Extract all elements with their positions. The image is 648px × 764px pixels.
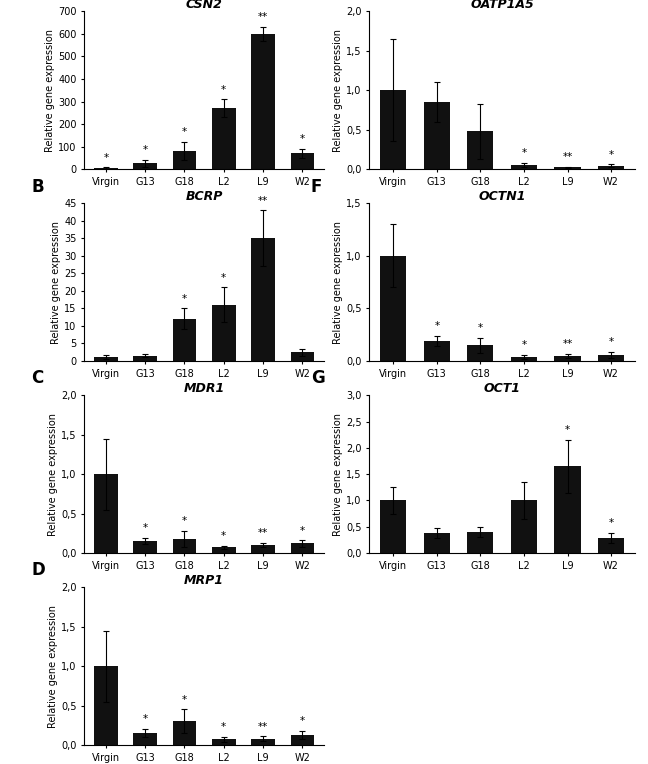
Bar [290, 154, 314, 169]
Bar [598, 538, 624, 553]
Text: *: * [103, 153, 108, 163]
Text: **: ** [258, 721, 268, 731]
Bar [212, 108, 236, 169]
Bar [290, 352, 314, 361]
Bar [251, 34, 275, 169]
Bar [133, 163, 157, 169]
Text: *: * [300, 526, 305, 536]
Text: **: ** [258, 12, 268, 22]
Text: F: F [311, 177, 322, 196]
Bar [380, 500, 406, 553]
Text: *: * [300, 716, 305, 726]
Bar [555, 356, 581, 361]
Text: *: * [565, 426, 570, 435]
Text: *: * [478, 323, 483, 333]
Bar [172, 319, 196, 361]
Bar [290, 735, 314, 745]
Title: OCTN1: OCTN1 [478, 190, 526, 203]
Bar [511, 357, 537, 361]
Title: MDR1: MDR1 [183, 382, 225, 395]
Bar [251, 545, 275, 553]
Title: CSN2: CSN2 [186, 0, 222, 11]
Bar [511, 500, 537, 553]
Text: *: * [522, 148, 527, 158]
Text: G: G [311, 370, 325, 387]
Bar [172, 721, 196, 745]
Bar [94, 474, 118, 553]
Bar [424, 102, 450, 169]
Bar [380, 90, 406, 169]
Bar [94, 168, 118, 169]
Bar [598, 166, 624, 169]
Bar [133, 356, 157, 361]
Text: *: * [143, 714, 148, 724]
Y-axis label: Relative gene expression: Relative gene expression [45, 29, 55, 152]
Text: *: * [221, 273, 226, 283]
Text: *: * [608, 518, 614, 528]
Bar [555, 466, 581, 553]
Text: *: * [182, 293, 187, 304]
Text: *: * [182, 516, 187, 526]
Text: *: * [143, 523, 148, 533]
Text: *: * [522, 340, 527, 350]
Bar [380, 256, 406, 361]
Bar [424, 533, 450, 553]
Text: B: B [32, 177, 44, 196]
Bar [467, 345, 494, 361]
Text: *: * [608, 150, 614, 160]
Y-axis label: Relative gene expression: Relative gene expression [49, 413, 58, 536]
Bar [212, 548, 236, 553]
Bar [251, 238, 275, 361]
Y-axis label: Relative gene expression: Relative gene expression [51, 221, 62, 344]
Bar [511, 165, 537, 169]
Bar [172, 151, 196, 169]
Text: C: C [32, 370, 44, 387]
Title: MRP1: MRP1 [184, 575, 224, 588]
Bar [290, 543, 314, 553]
Y-axis label: Relative gene expression: Relative gene expression [334, 29, 343, 152]
Bar [133, 541, 157, 553]
Title: BCRP: BCRP [185, 190, 223, 203]
Text: *: * [221, 85, 226, 95]
Text: **: ** [562, 152, 573, 162]
Y-axis label: Relative gene expression: Relative gene expression [49, 604, 58, 727]
Text: **: ** [562, 339, 573, 349]
Title: OATP1A5: OATP1A5 [470, 0, 534, 11]
Text: A: A [32, 0, 44, 4]
Bar [424, 341, 450, 361]
Bar [172, 539, 196, 553]
Text: *: * [182, 694, 187, 704]
Text: *: * [221, 531, 226, 541]
Text: **: ** [258, 196, 268, 206]
Bar [133, 733, 157, 745]
Text: *: * [221, 722, 226, 732]
Y-axis label: Relative gene expression: Relative gene expression [334, 221, 343, 344]
Bar [212, 740, 236, 745]
Y-axis label: Relative gene expression: Relative gene expression [333, 413, 343, 536]
Text: *: * [300, 134, 305, 144]
Text: *: * [182, 128, 187, 138]
Text: *: * [434, 321, 439, 331]
Text: **: ** [258, 528, 268, 538]
Text: *: * [143, 145, 148, 155]
Bar [251, 739, 275, 745]
Text: D: D [32, 562, 45, 579]
Bar [598, 354, 624, 361]
Text: E: E [311, 0, 322, 4]
Bar [555, 167, 581, 169]
Bar [467, 532, 494, 553]
Title: OCT1: OCT1 [483, 382, 521, 395]
Bar [467, 131, 494, 169]
Text: *: * [608, 337, 614, 347]
Bar [212, 305, 236, 361]
Bar [94, 357, 118, 361]
Bar [94, 666, 118, 745]
